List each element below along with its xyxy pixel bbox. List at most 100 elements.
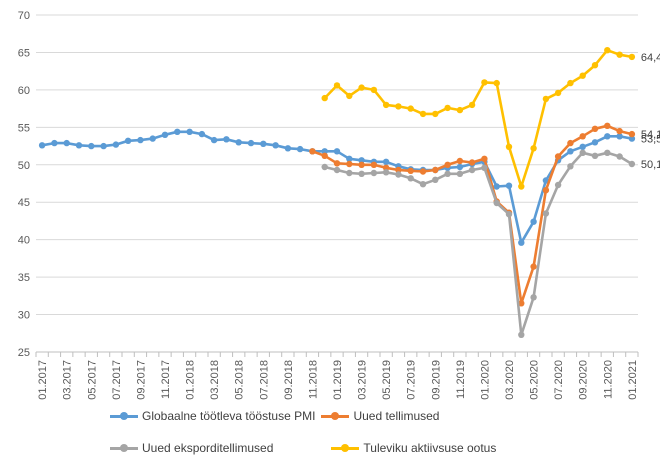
data-point — [554, 181, 562, 189]
x-tick-label: 07.2020 — [553, 360, 565, 400]
y-axis-ticks: 25 30 35 40 45 50 55 60 65 70 — [18, 10, 30, 359]
x-tick-label: 11.2017 — [160, 360, 172, 399]
data-point — [616, 51, 623, 58]
data-point — [333, 82, 341, 89]
data-point — [88, 142, 95, 150]
data-point — [591, 61, 599, 69]
y-tick-label: 35 — [18, 272, 30, 284]
end-label: 54,1 — [641, 129, 660, 141]
data-point — [346, 160, 353, 168]
data-point — [444, 161, 451, 168]
data-point — [579, 72, 586, 79]
data-point — [407, 167, 414, 174]
data-point — [468, 101, 476, 109]
data-point — [333, 166, 341, 174]
series-3 — [321, 47, 636, 190]
data-point — [407, 175, 414, 182]
data-point — [432, 166, 439, 174]
data-point — [395, 171, 402, 178]
data-point — [346, 155, 353, 162]
x-tick-label: 07.2017 — [111, 360, 123, 400]
legend-swatch-export-orders — [110, 443, 138, 453]
data-point — [518, 183, 525, 190]
y-tick-label: 70 — [18, 10, 30, 22]
data-point — [567, 148, 574, 155]
data-point — [505, 211, 513, 218]
data-point — [567, 79, 574, 87]
data-point — [628, 160, 636, 168]
data-point — [493, 79, 500, 87]
data-point — [321, 152, 328, 159]
legend-item-pmi: Globaalne töötleva tööstuse PMI — [110, 409, 315, 423]
y-tick-label: 30 — [18, 310, 30, 322]
data-point — [346, 169, 353, 177]
data-point — [604, 47, 611, 54]
data-point — [579, 149, 586, 156]
data-point — [628, 53, 636, 61]
data-point — [554, 89, 562, 97]
data-point — [616, 127, 623, 135]
data-point — [604, 122, 611, 129]
data-point — [321, 94, 328, 102]
legend-row-1: Globaalne töötleva tööstuse PMI Uued tel… — [110, 405, 590, 427]
series-line — [324, 151, 633, 337]
legend-swatch-pmi — [110, 411, 138, 421]
x-tick-label: 11.2020 — [602, 360, 614, 399]
data-point — [591, 152, 599, 159]
y-tick-label: 60 — [18, 85, 30, 97]
x-tick-label: 01.2020 — [479, 360, 491, 400]
data-point — [444, 104, 451, 112]
data-point — [370, 169, 378, 177]
data-point — [395, 166, 402, 174]
x-tick-label: 05.2020 — [529, 360, 541, 400]
data-point — [223, 136, 230, 143]
x-tick-label: 11.2018 — [307, 360, 319, 399]
series-layer — [38, 47, 636, 338]
data-point — [432, 110, 439, 118]
data-point — [493, 199, 500, 207]
x-tick-label: 07.2019 — [406, 360, 418, 400]
data-point — [346, 92, 353, 100]
x-tick-label: 05.2018 — [234, 360, 246, 400]
data-point — [542, 187, 550, 194]
data-point — [260, 140, 267, 147]
data-point — [579, 133, 586, 140]
x-axis-ticks: 01.2017 03.2017 05.2017 07.2017 09.2017 11.20… — [37, 360, 639, 400]
legend-swatch-new-orders — [321, 411, 350, 421]
data-point — [272, 142, 279, 149]
data-point — [604, 149, 611, 156]
data-point — [309, 148, 316, 155]
data-point — [530, 294, 537, 301]
y-tick-label: 25 — [18, 347, 30, 359]
data-point — [518, 300, 525, 307]
data-point — [481, 79, 488, 86]
data-point — [358, 84, 365, 91]
data-point — [628, 130, 636, 138]
data-point — [247, 139, 255, 147]
data-point — [456, 157, 464, 165]
data-point — [530, 145, 537, 152]
data-point — [124, 137, 132, 144]
x-tick-label: 05.2017 — [86, 360, 98, 400]
data-point — [456, 106, 464, 114]
data-point — [358, 157, 365, 164]
data-point — [370, 86, 378, 94]
data-point — [481, 164, 488, 171]
data-point — [370, 161, 378, 168]
data-point — [518, 331, 525, 338]
end-label: 53,5 — [641, 134, 660, 146]
data-point — [358, 170, 365, 177]
data-point — [542, 210, 550, 217]
data-point — [210, 136, 218, 144]
data-point — [505, 182, 513, 189]
data-point — [112, 141, 120, 148]
data-point — [530, 263, 537, 270]
series-1 — [309, 122, 636, 307]
series-2 — [321, 149, 636, 338]
data-point — [100, 142, 107, 150]
data-point — [579, 143, 586, 150]
data-point — [235, 139, 242, 146]
data-point — [444, 170, 451, 177]
data-point — [382, 164, 390, 171]
end-label: 64,4 — [641, 52, 660, 64]
